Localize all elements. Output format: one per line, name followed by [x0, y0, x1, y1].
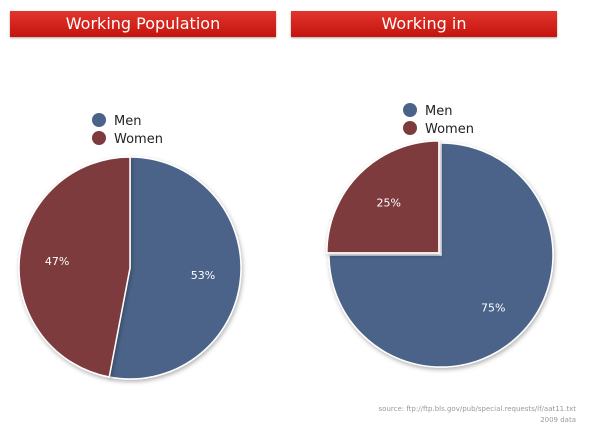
legend-label-men: Men — [425, 104, 452, 119]
slice-label-men: 75% — [481, 301, 505, 314]
pie-working-population: 53% 47% — [18, 156, 242, 380]
source-url: source: ftp://ftp.bls.gov/pub/special.re… — [378, 405, 576, 413]
legend-computing: Men Women — [403, 103, 474, 137]
legend-swatch-women — [92, 131, 106, 145]
chart-title-computing-mathematics: Working in Computing/Mathematics — [291, 11, 557, 59]
source-note: source: ftp://ftp.bls.gov/pub/special.re… — [379, 404, 576, 426]
legend-label-women: Women — [114, 132, 163, 147]
legend-working-population: Men Women — [92, 113, 163, 147]
legend-swatch-men — [403, 103, 417, 117]
legend-swatch-women — [403, 121, 417, 135]
slice-label-men: 53% — [191, 269, 215, 282]
pie-computing: 75% 25% — [326, 140, 554, 368]
pie-slice-men — [328, 142, 554, 368]
pie-slice-women — [18, 156, 131, 378]
slice-label-women: 25% — [377, 197, 401, 210]
pie-slice-men — [108, 156, 242, 380]
chart-title-working-population: Working Population — [10, 11, 276, 37]
pie-slice-women — [326, 140, 440, 254]
legend-label-women: Women — [425, 122, 474, 137]
source-year: 2009 data — [540, 416, 576, 424]
legend-label-men: Men — [114, 114, 141, 129]
legend-swatch-men — [92, 113, 106, 127]
slice-label-women: 47% — [45, 255, 69, 268]
